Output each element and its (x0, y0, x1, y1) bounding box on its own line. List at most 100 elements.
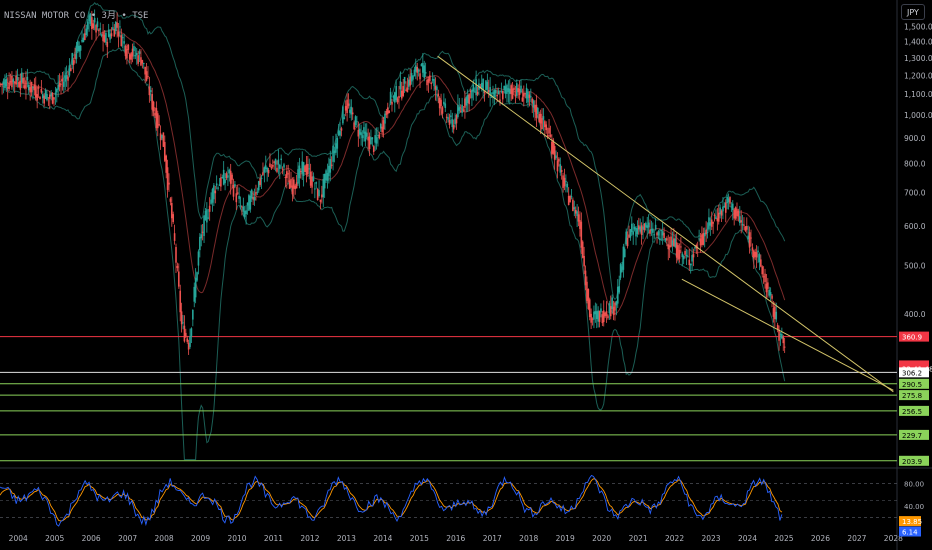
candle-body (608, 303, 611, 314)
candle-body (412, 75, 414, 80)
candle-body (607, 315, 609, 319)
y-tick-label: 600.0 (904, 222, 926, 231)
candle-body (539, 113, 542, 124)
x-tick-label: 2014 (373, 534, 392, 543)
candle-body (316, 188, 319, 201)
candle-body (590, 313, 592, 323)
candle-body (541, 118, 543, 130)
band-basis (0, 28, 786, 315)
candle-body (112, 27, 114, 30)
candle-body (458, 107, 461, 111)
candle-body (419, 73, 421, 80)
candle-body (682, 256, 685, 260)
candle-body (591, 318, 594, 320)
candle-body (368, 136, 371, 150)
candle-body (459, 110, 462, 112)
candle-body (239, 205, 242, 207)
candle-body (347, 103, 350, 106)
candle-body (170, 202, 173, 219)
candle-body (584, 270, 587, 286)
candle-body (416, 66, 419, 73)
candle-body (437, 93, 440, 97)
candle-body (549, 134, 552, 137)
price-label-bg (899, 378, 929, 389)
candle-body (716, 218, 719, 222)
candle-body (600, 308, 602, 313)
candle-body (664, 238, 667, 241)
candle-body (189, 335, 191, 347)
candle-body (300, 171, 302, 173)
candle-body (764, 273, 766, 283)
candle-body (19, 80, 22, 90)
candle-body (336, 138, 339, 149)
candle-body (155, 108, 158, 129)
candle-body (242, 206, 245, 212)
candle-body (722, 206, 724, 212)
candle-body (757, 250, 759, 253)
candle-body (628, 234, 630, 238)
candle-body (730, 206, 733, 208)
y-tick-label: 1,500.0 (904, 23, 932, 32)
candle-body (156, 113, 159, 129)
candle-body (246, 202, 249, 206)
x-tick-label: 2023 (701, 534, 720, 543)
candle-body (677, 245, 679, 260)
candle-body (753, 250, 755, 259)
candle-body (319, 199, 322, 202)
candle-body (12, 79, 15, 83)
candle-body (430, 82, 433, 85)
candle-body (346, 99, 348, 114)
candle-body (605, 311, 608, 316)
x-tick-label: 2024 (738, 534, 757, 543)
currency-button[interactable]: JPY (901, 4, 925, 20)
candle-body (70, 68, 72, 72)
price-label-bg (899, 390, 929, 401)
candle-body (485, 80, 487, 91)
candle-body (765, 283, 768, 293)
candle-body (50, 92, 52, 97)
candle-body (772, 308, 775, 317)
x-tick-label: 2025 (774, 534, 793, 543)
candle-body (196, 272, 198, 281)
candle-body (13, 81, 16, 83)
candle-body (762, 276, 765, 278)
candle-body (468, 94, 470, 105)
candle-body (551, 141, 553, 155)
candle-body (312, 176, 315, 182)
osc-value-label: 13.85 (902, 518, 922, 526)
candle-body (388, 110, 390, 113)
candle-body (668, 245, 671, 248)
candle-body (680, 246, 682, 248)
candle-body (241, 206, 243, 208)
candle-body (350, 106, 353, 115)
candle-body (199, 236, 201, 251)
y-tick-label: 800.0 (904, 159, 926, 168)
candle-body (235, 193, 238, 203)
candle-body (78, 45, 81, 52)
y-tick-label: 1,200.0 (904, 71, 932, 80)
candle-body (609, 306, 612, 317)
candle-body (96, 21, 99, 27)
candle-body (270, 166, 273, 169)
candle-body (9, 80, 12, 83)
candle-body (85, 28, 88, 35)
candle-body (632, 231, 635, 235)
candle-body (8, 82, 10, 90)
candle-body (734, 207, 737, 219)
candle-body (48, 94, 51, 99)
candle-body (290, 178, 292, 188)
candle-body (660, 230, 663, 232)
x-tick-label: 2013 (337, 534, 356, 543)
candle-body (74, 54, 76, 60)
candle-body (253, 196, 256, 201)
candle-body (761, 266, 764, 275)
candle-body (501, 90, 504, 100)
candle-body (553, 145, 556, 160)
candle-body (332, 145, 334, 162)
candle-body (20, 72, 23, 83)
candle-body (563, 177, 566, 187)
candle-body (330, 164, 333, 166)
candle-body (649, 229, 651, 234)
candle-body (653, 234, 656, 236)
